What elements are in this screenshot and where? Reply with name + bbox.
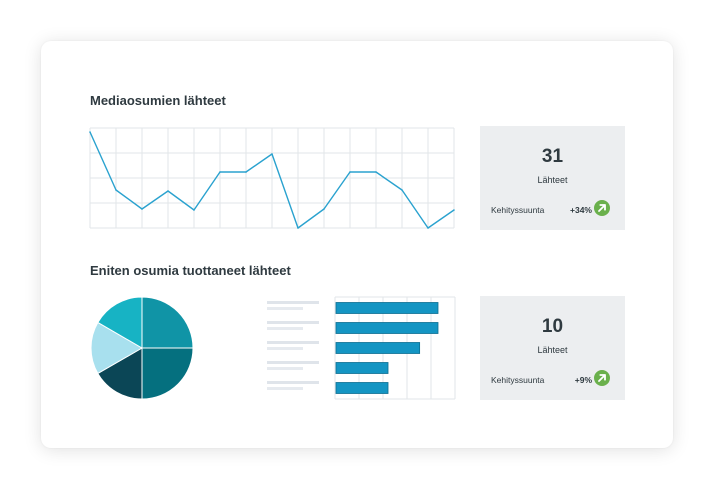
line-data-point [349,171,351,173]
bar [335,322,439,334]
line-data-point [141,208,143,210]
bar [335,362,389,374]
pie-slice [97,296,143,349]
bar [335,342,421,354]
top-sources-count: 10 [541,316,564,337]
placeholder-label-line [267,341,319,344]
line-data-point [453,209,455,211]
top-sources-title: Eniten osumia tuottaneet lähteet [90,263,291,278]
sources-bar-chart [267,296,456,400]
sources-count: 31 [541,146,564,167]
media-hits-line-chart [89,127,455,229]
bar-chart-grid [334,296,456,400]
sources-stat-panel: 31 Lähteet Kehityssuunta +34% [480,126,625,230]
placeholder-label-line [267,307,303,310]
top-sources-stat-panel: 10 Lähteet Kehityssuunta +9% [480,296,625,400]
placeholder-label-line [267,347,303,350]
line-data-point [375,171,377,173]
line-data-point [219,171,221,173]
top-sources-label: Lähteet [537,345,568,355]
line-data-point [401,189,403,191]
line-data-point [89,131,91,133]
placeholder-label-line [267,301,319,304]
trend-value: +9% [574,375,592,385]
dashboard-card: Mediaosumien lähteet 31 Lähteet Kehityss… [41,41,673,448]
placeholder-label-line [267,367,303,370]
line-data-point [297,227,299,229]
line-chart-grid [89,127,455,229]
bar [335,382,389,394]
sources-pie-chart [90,296,194,400]
trend-label: Kehityssuunta [491,205,545,215]
placeholder-label-line [267,387,303,390]
pie-slice [90,321,143,375]
line-data-point [167,190,169,192]
pie-slice [141,296,194,349]
line-data-point [245,171,247,173]
placeholder-label-line [267,381,319,384]
bar [335,302,439,314]
line-data-point [427,227,429,229]
pie-slice [97,347,143,400]
arrow-up-right-icon [594,370,610,386]
sources-label: Lähteet [537,175,568,185]
trend-value: +34% [570,205,592,215]
line-data-point [193,209,195,211]
placeholder-label-line [267,361,319,364]
trend-label: Kehityssuunta [491,375,545,385]
placeholder-label-line [267,327,303,330]
pie-slice [141,347,194,400]
line-data-point [115,189,117,191]
arrow-up-right-icon [594,200,610,216]
line-data-point [323,208,325,210]
media-sources-title: Mediaosumien lähteet [90,93,226,108]
placeholder-label-line [267,321,319,324]
line-data-point [271,153,273,155]
